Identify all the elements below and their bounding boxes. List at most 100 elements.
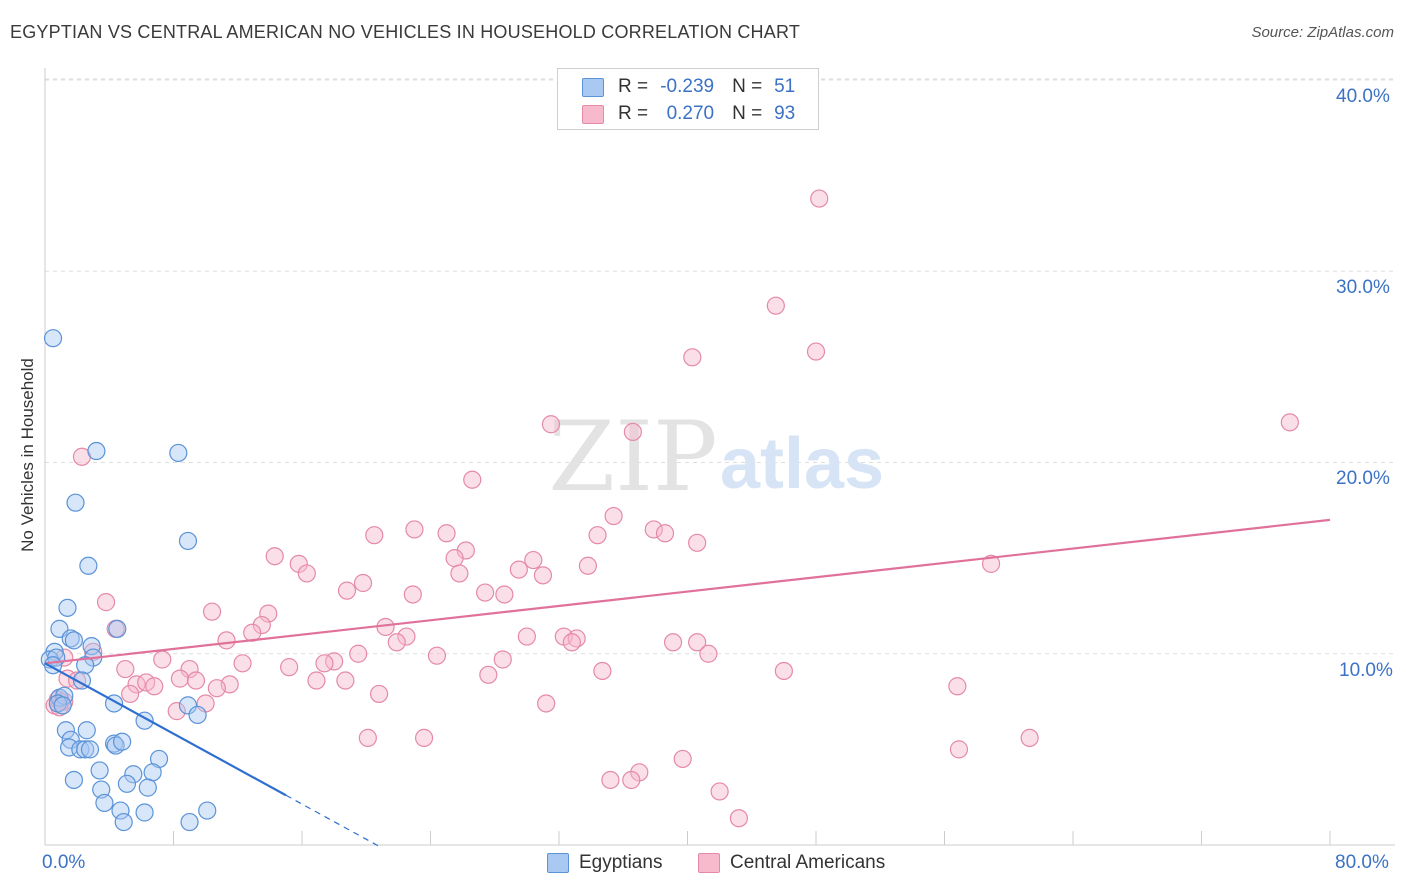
legend-r-value: 0.270 — [666, 103, 715, 124]
scatter-point — [524, 550, 543, 570]
scatter-point — [90, 761, 109, 780]
scatter-point — [710, 782, 729, 801]
scatter-point — [427, 646, 447, 665]
scatter-point — [207, 679, 226, 698]
scatter-point — [66, 493, 85, 512]
scatter-point — [76, 740, 95, 759]
scatter-point — [699, 644, 718, 663]
scatter-point — [198, 801, 217, 820]
watermark-atlas: atlas — [720, 424, 884, 504]
scatter-point — [981, 554, 1001, 573]
scatter-point — [414, 728, 434, 748]
legend-swatch-blue — [582, 77, 604, 97]
scatter-point — [167, 702, 186, 721]
scatter-point — [153, 650, 172, 669]
scatter-point — [683, 348, 702, 367]
scatter-point — [949, 740, 969, 759]
watermark-zip: ZIP — [548, 401, 717, 513]
scatter-point — [541, 415, 561, 434]
grid-lines — [45, 78, 1395, 655]
scatter-point — [92, 780, 111, 799]
scatter-point — [43, 329, 63, 348]
scatter-point — [108, 619, 127, 638]
scatter-point — [143, 763, 162, 782]
scatter-point — [445, 549, 464, 568]
legend-swatch-pink — [582, 104, 604, 124]
scatter-point — [59, 738, 79, 757]
axes — [44, 68, 1395, 846]
scatter-point — [180, 659, 199, 679]
scatter-point — [77, 721, 96, 740]
scatter-point — [180, 812, 199, 832]
scatter-point — [186, 671, 206, 690]
scatter-point — [397, 627, 416, 646]
scatter-point — [673, 749, 692, 769]
bottom-legend-label: Central Americans — [730, 852, 886, 873]
legend-n-value: 93 — [774, 103, 796, 124]
trend-lines — [44, 518, 1331, 849]
legend-n-label: N = — [732, 76, 763, 97]
scatter-point — [806, 342, 826, 361]
scatter-point — [688, 533, 707, 552]
x-tick-label-min: 0.0% — [42, 852, 86, 873]
bottom-legend-central-americans: Central Americans — [698, 852, 885, 874]
central-americans-points — [45, 189, 1299, 828]
egyptians-points — [40, 329, 217, 832]
scatter-point — [121, 684, 140, 704]
legend-r-label: R = — [618, 103, 649, 124]
bottom-legend-swatch-blue — [547, 853, 569, 873]
scatter-point — [117, 774, 137, 793]
trend-line-egyptians — [44, 662, 287, 797]
scatter-point — [95, 793, 114, 813]
scatter-point — [61, 730, 80, 749]
scatter-point — [315, 654, 334, 673]
scatter-point — [537, 694, 556, 713]
scatter-point — [96, 593, 116, 612]
scatter-point — [622, 770, 641, 790]
scatter-point — [479, 665, 498, 684]
scatter-point — [297, 564, 316, 583]
legend-r-value: -0.239 — [660, 76, 715, 97]
scatter-point — [387, 633, 406, 652]
correlation-legend: R = -0.239 N = 51 R = 0.270 N = 93 — [557, 68, 819, 130]
legend-n-value: 51 — [774, 76, 796, 97]
scatter-point — [403, 585, 422, 604]
scatter-point — [58, 598, 77, 617]
legend-n-label: N = — [732, 103, 763, 124]
bottom-legend-egyptians: Egyptians — [547, 852, 662, 874]
scatter-point — [1020, 728, 1039, 748]
x-tick-label-max: 80.0% — [1335, 852, 1389, 873]
scatter-point — [688, 633, 707, 652]
scatter-point — [495, 585, 514, 604]
scatter-point — [604, 506, 623, 526]
scatter-point — [56, 721, 75, 740]
scatter-point — [663, 633, 683, 652]
scatter-point — [370, 684, 389, 704]
scatter-point — [64, 770, 84, 790]
scatter-point — [578, 556, 598, 575]
y-tick-label-20: 20.0% — [1336, 468, 1390, 489]
scatter-point — [307, 671, 326, 690]
scatter-point — [644, 520, 663, 539]
scatter-point — [111, 801, 130, 820]
scatter-point — [437, 524, 456, 543]
scatter-point — [202, 602, 222, 621]
scatter-point — [517, 627, 536, 646]
scatter-point — [124, 765, 143, 784]
scatter-point — [80, 740, 100, 759]
bottom-legend-swatch-pink — [698, 853, 720, 873]
scatter-point — [476, 583, 495, 602]
y-tick-label-40: 40.0% — [1336, 86, 1390, 107]
scatter-point — [336, 671, 355, 690]
scatter-point — [188, 705, 207, 725]
scatter-point — [169, 443, 188, 463]
chart-source: Source: ZipAtlas.com — [1251, 24, 1394, 41]
scatter-point — [87, 441, 106, 461]
scatter-point — [337, 581, 357, 600]
scatter-point — [365, 526, 384, 545]
scatter-point — [135, 803, 154, 822]
y-tick-label-30: 30.0% — [1336, 277, 1390, 298]
scatter-point — [252, 615, 271, 635]
scatter-point — [533, 566, 553, 585]
scatter-point — [82, 636, 101, 656]
